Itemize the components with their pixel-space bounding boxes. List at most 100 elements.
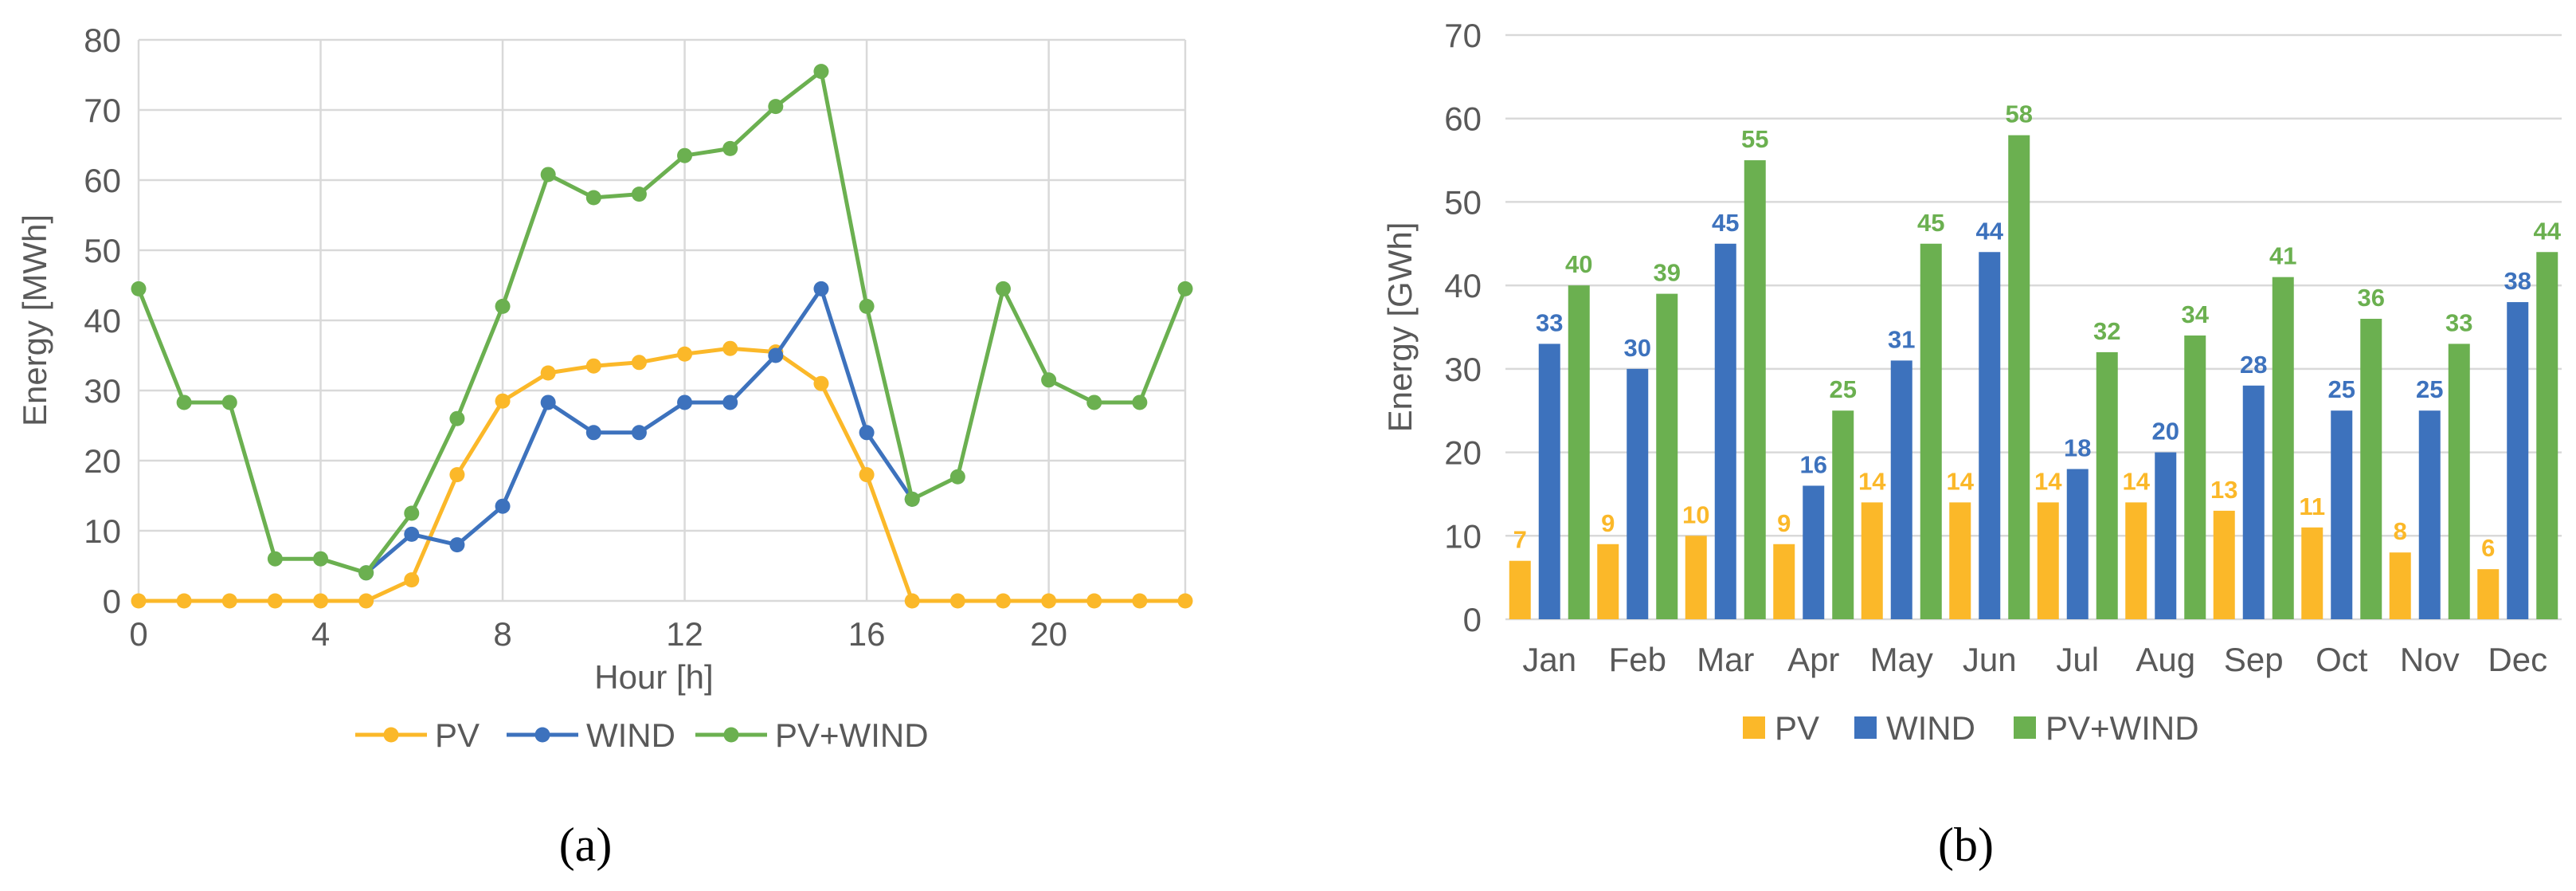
data-label-pv: 8 [2394,517,2407,545]
data-label-pv-plus-wind: 41 [2269,242,2296,270]
bar-pv [2301,527,2323,619]
data-label-pv: 13 [2210,476,2237,504]
data-point-pv-plus-wind [1177,281,1193,296]
bar-pv [1685,536,1707,619]
data-point-wind [677,394,693,410]
data-point-pv-plus-wind [768,99,784,115]
data-label-pv: 14 [1947,467,1975,495]
x-tick-label: Sep [2224,641,2284,678]
data-point-wind [722,394,738,410]
bar-pv-plus-wind [1832,410,1854,619]
data-point-pv [813,375,829,391]
data-point-pv [904,593,920,609]
data-point-pv [540,365,556,381]
x-tick-label: Aug [2136,641,2195,678]
bar-wind [2155,452,2177,619]
legend-marker-pv [383,727,399,743]
data-label-pv: 14 [2034,467,2062,495]
bar-wind [1538,343,1560,619]
legend-label-pv-plus-wind: PV+WIND [775,716,929,754]
data-label-wind: 18 [2064,434,2091,462]
x-tick-label: Jun [1963,641,2017,678]
legend-marker-wind [534,727,550,743]
data-point-pv [404,572,420,588]
bar-pv-plus-wind [2096,351,2118,619]
data-label-wind: 45 [1712,209,1739,237]
legend-label-wind: WIND [1886,709,1975,747]
bar-wind [1890,360,1912,619]
data-point-pv [131,593,147,609]
data-point-wind [859,425,875,441]
bar-pv-plus-wind [2008,135,2030,619]
data-point-pv [267,593,283,609]
legend-label-pv: PV [435,716,480,754]
data-point-pv-plus-wind [995,281,1011,296]
bar-pv-plus-wind [2360,319,2382,619]
data-point-pv [1041,593,1057,609]
y-tick-label: 50 [1444,183,1482,221]
data-label-pv-plus-wind: 55 [1741,125,1768,153]
data-point-wind [404,526,420,542]
data-point-pv-plus-wind [722,140,738,156]
data-point-pv-plus-wind [949,469,965,485]
y-tick-label: 0 [103,583,121,620]
data-point-pv [722,340,738,356]
x-tick-label: Jul [2056,641,2099,678]
y-tick-label: 60 [1444,100,1482,138]
legend-swatch-pv [1743,716,1765,739]
x-tick-label: Dec [2488,641,2547,678]
data-label-pv-plus-wind: 40 [1565,250,1592,278]
x-tick-label: Feb [1609,641,1666,678]
data-point-pv [949,593,965,609]
y-tick-label: 20 [84,442,121,480]
bar-pv [2213,510,2235,619]
data-point-pv [631,355,647,371]
data-label-wind: 28 [2240,351,2267,379]
x-tick-label: May [1870,641,1933,678]
data-point-pv-plus-wind [1041,372,1057,388]
legend-label-wind: WIND [586,716,675,754]
data-label-wind: 25 [2328,375,2355,403]
legend-swatch-wind [1854,716,1877,739]
y-tick-label: 20 [1444,434,1482,472]
legend-label-pv-plus-wind: PV+WIND [2046,709,2199,747]
x-tick-label: 16 [848,615,886,653]
data-label-pv-plus-wind: 25 [1830,375,1857,403]
x-axis-title: Hour [h] [594,658,713,696]
x-tick-label: 8 [493,615,511,653]
data-label-pv-plus-wind: 32 [2093,317,2120,345]
x-tick-label: Jan [1522,641,1576,678]
legend-marker-pv-plus-wind [723,727,739,743]
data-point-pv-plus-wind [221,394,237,410]
data-point-pv [1086,593,1102,609]
y-tick-label: 0 [1463,601,1482,638]
bar-pv [1861,502,1883,619]
y-tick-label: 10 [1444,517,1482,555]
data-point-pv [859,467,875,483]
data-point-pv-plus-wind [267,551,283,567]
x-tick-label: 4 [311,615,330,653]
line-chart-hourly-energy: 0 10 20 30 40 50 60 70 80 0 4 8 12 16 20 Hour [h] Energy… [16,22,1193,754]
data-point-pv [313,593,329,609]
caption-a: (a) [559,818,613,871]
bar-pv-plus-wind [1568,285,1590,619]
data-label-pv-plus-wind: 45 [1917,209,1944,237]
y-axis-title: Energy [MWh] [16,214,53,426]
x-tick-label: 0 [129,615,147,653]
data-point-pv-plus-wind [585,190,601,206]
y-tick-label: 50 [84,232,121,269]
data-label-pv: 6 [2481,534,2495,562]
bar-pv-plus-wind [1744,160,1766,620]
data-label-pv: 10 [1682,500,1709,528]
data-point-pv [449,467,465,483]
data-point-pv-plus-wind [404,505,420,521]
bar-pv [2125,502,2147,619]
bar-wind [1714,243,1736,619]
y-tick-label: 60 [84,162,121,199]
data-label-wind: 25 [2416,375,2443,403]
data-point-pv-plus-wind [631,186,647,202]
data-point-pv-plus-wind [540,167,556,183]
data-point-pv [677,346,693,362]
x-tick-label: 20 [1030,615,1067,653]
x-tick-label: Apr [1787,641,1839,678]
